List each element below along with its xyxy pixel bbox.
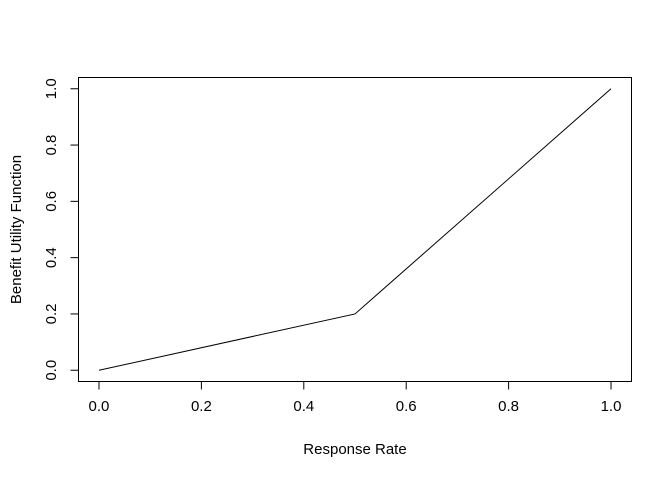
x-tick-label: 0.8 [498,398,519,415]
y-tick-label: 0.8 [43,135,60,156]
y-tick-label: 0.0 [43,360,60,381]
x-tick-label: 0.0 [89,398,110,415]
y-tick-label: 0.6 [43,191,60,212]
y-axis: 0.0 0.2 0.4 0.6 0.8 1.0 [43,78,79,381]
x-tick-label: 0.2 [191,398,212,415]
y-axis-title: Benefit Utility Function [8,155,25,304]
plot-frame [78,77,632,382]
x-axis: 0.0 0.2 0.4 0.6 0.8 1.0 [89,381,622,415]
data-series [98,88,612,371]
benefit-utility-curve [98,88,612,371]
y-tick-label: 1.0 [43,78,60,99]
y-tick-label: 0.4 [43,247,60,268]
x-tick-label: 0.4 [293,398,314,415]
x-tick-label: 0.6 [396,398,417,415]
x-tick-label: 1.0 [601,398,622,415]
x-axis-title: Response Rate [303,441,406,458]
y-tick-label: 0.2 [43,304,60,325]
plot-box [78,77,632,382]
